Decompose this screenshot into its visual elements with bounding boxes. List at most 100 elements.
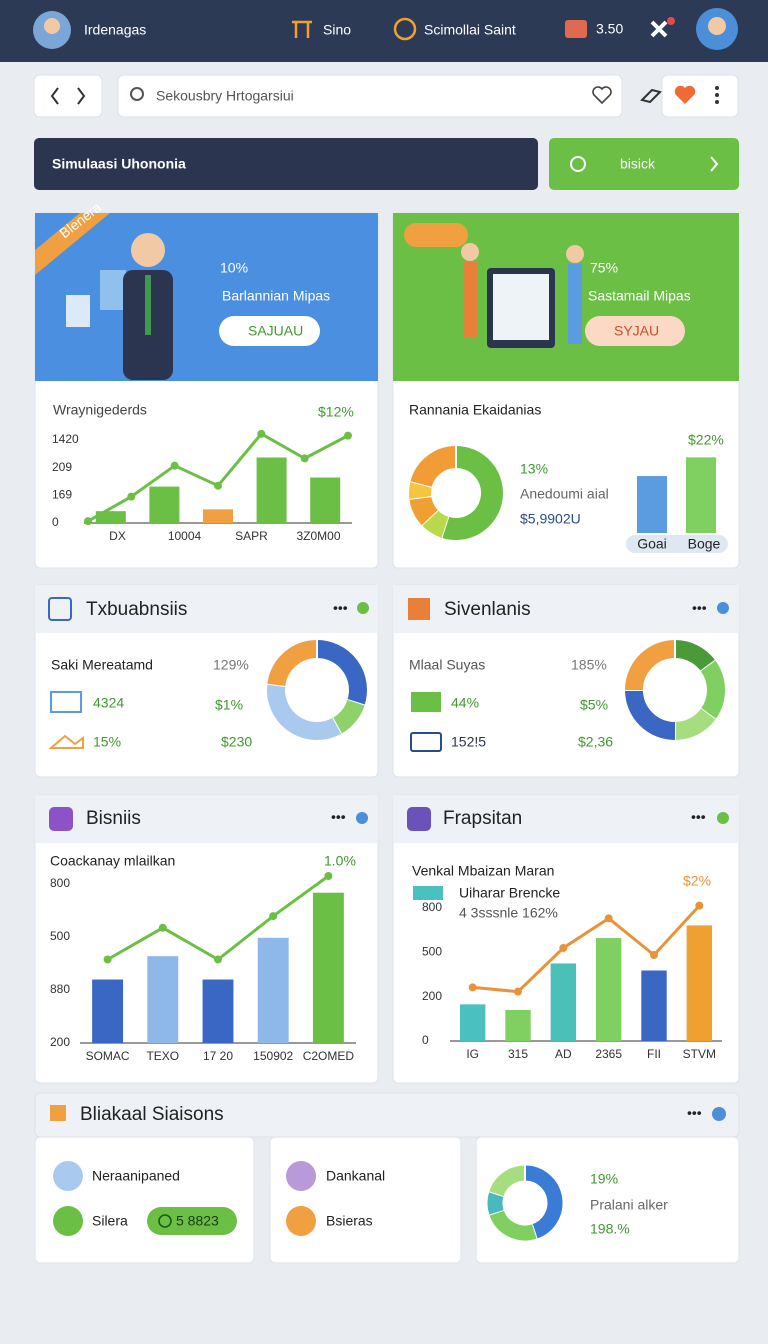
y-tick-label: 0	[422, 1033, 429, 1047]
donut-segment	[487, 1191, 504, 1215]
donut-segment	[331, 699, 365, 734]
stat-metric: $5%	[580, 697, 608, 713]
stat-title: Sivenlanis	[444, 599, 531, 620]
donut-segment	[410, 446, 457, 488]
illustration-head	[566, 245, 584, 263]
card-badge: $12%	[318, 404, 354, 420]
illustration	[66, 295, 90, 327]
y-tick-label: 500	[50, 929, 70, 943]
section-item: Silera	[92, 1213, 128, 1229]
favorite-icon[interactable]	[592, 86, 612, 105]
line-point	[650, 950, 658, 959]
nav-arrows[interactable]	[50, 87, 86, 105]
line-point	[257, 429, 266, 438]
nav-item[interactable]: Sino	[323, 22, 351, 38]
menu-dot	[715, 93, 719, 97]
pill[interactable]	[147, 1207, 237, 1235]
heart-icon[interactable]	[674, 85, 696, 104]
item-icon	[53, 1206, 83, 1236]
stat-metric: 152!5	[451, 734, 486, 750]
section-sub: 198.%	[590, 1221, 630, 1237]
stat-pct: 129%	[213, 657, 249, 673]
line-point	[695, 901, 704, 910]
stat-icon	[408, 598, 430, 620]
donut-segment	[489, 1165, 526, 1197]
bar	[505, 1009, 531, 1041]
coins: 3.50	[596, 21, 623, 37]
status-dot	[357, 602, 369, 614]
banner-title: Simulaasi Uhononia	[52, 156, 186, 172]
pill-label: 5 8823	[176, 1213, 219, 1229]
hero-label: Barlannian Mipas	[222, 288, 330, 304]
x-tick-label: IG	[466, 1047, 479, 1061]
section-card	[269, 1136, 462, 1264]
banner-button[interactable]	[549, 138, 739, 190]
line-point	[84, 517, 92, 526]
bar	[637, 476, 667, 533]
stat-metric: $230	[221, 734, 252, 750]
illustration-person	[568, 264, 582, 344]
profile-face	[708, 17, 726, 35]
ranking-amount: $5,9902U	[520, 511, 581, 527]
chart-badge: $2%	[683, 873, 711, 889]
x-tick-label: DX	[109, 529, 126, 543]
hero-value: 75%	[590, 260, 618, 276]
more-dots[interactable]: •••	[331, 809, 346, 825]
bar	[147, 956, 179, 1043]
line-point	[269, 912, 278, 921]
stat-header	[393, 585, 739, 633]
item-icon	[286, 1206, 316, 1236]
user-name: Irdenagas	[84, 22, 146, 38]
chart-subtitle: 4 3sssnle 162%	[459, 905, 558, 921]
chevron	[710, 156, 719, 172]
more-dots[interactable]: •••	[687, 1105, 702, 1121]
line-point	[103, 955, 112, 964]
hero-button[interactable]	[219, 316, 320, 346]
nav-item[interactable]: Scimollai Saint	[424, 22, 516, 38]
chart-title: Frapsitan	[443, 808, 522, 829]
donut-gap	[700, 659, 717, 672]
menu-dot	[715, 100, 719, 104]
y-tick-label: 1420	[52, 432, 79, 446]
x-tick-label: AD	[555, 1047, 572, 1061]
bar	[202, 509, 234, 523]
edit-icon[interactable]	[640, 88, 662, 104]
hero-button-label: SAJUAU	[248, 323, 303, 339]
hero-button[interactable]	[585, 316, 685, 346]
hero-top	[35, 213, 378, 381]
bar	[257, 937, 289, 1043]
illustration-head	[461, 243, 479, 261]
donut-segment	[489, 1209, 537, 1241]
more-dots[interactable]: •••	[691, 809, 706, 825]
line-point	[300, 454, 309, 463]
menu-dot[interactable]	[715, 86, 719, 90]
bar-label-bg	[626, 535, 728, 553]
ribbon	[35, 213, 110, 275]
bar	[686, 925, 713, 1041]
section-item: Bsieras	[326, 1213, 373, 1229]
action-box	[661, 74, 739, 118]
x-tick-label: SAPR	[235, 529, 268, 543]
card-title: Wraynigederds	[53, 402, 147, 418]
stat-metric: 44%	[451, 695, 479, 711]
line-point	[604, 914, 613, 923]
dots-pill	[404, 223, 468, 247]
stat-pct: 185%	[571, 657, 607, 673]
chart-subtitle: Uiharar Brencke	[459, 885, 560, 901]
stat-header	[35, 585, 378, 633]
x-tick-label: SOMAC	[86, 1049, 130, 1063]
more-dots[interactable]: •••	[333, 600, 348, 616]
chart-badge: 1.0%	[324, 853, 356, 869]
section-item: Dankanal	[326, 1168, 385, 1184]
bar	[595, 938, 622, 1041]
close-icon[interactable]	[650, 20, 668, 38]
x-tick-label: STVM	[683, 1047, 716, 1061]
y-tick-label: 169	[52, 488, 72, 502]
mail-icon	[50, 691, 82, 713]
donut-segment	[625, 640, 676, 691]
hero-button-label: SYJAU	[614, 323, 659, 339]
more-dots[interactable]: •••	[692, 600, 707, 616]
bar	[95, 511, 126, 523]
search-box[interactable]	[117, 74, 623, 118]
